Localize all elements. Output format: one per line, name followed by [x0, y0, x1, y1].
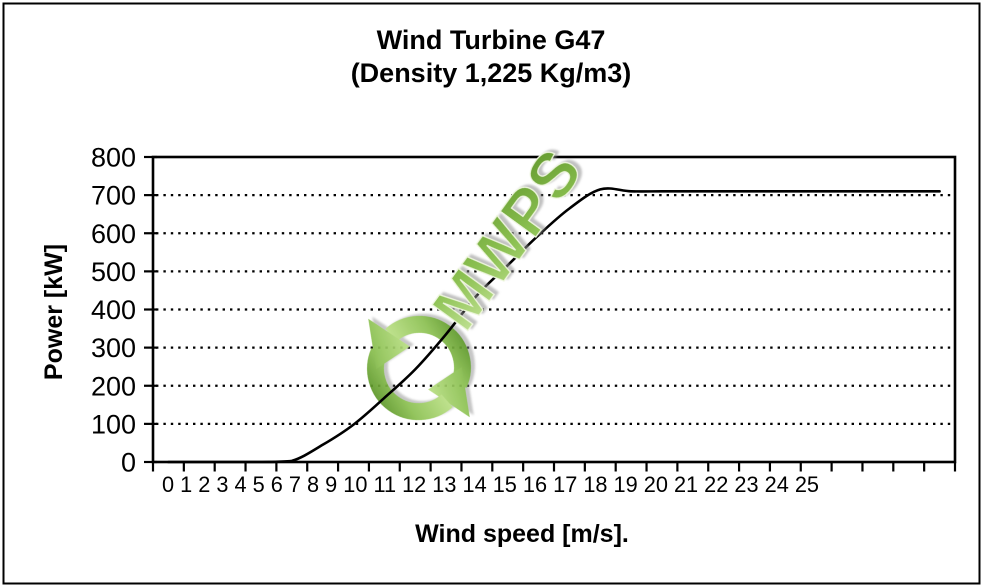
y-tick-label: 600: [91, 219, 136, 249]
y-tick-label: 200: [91, 371, 136, 401]
x-axis-title: Wind speed [m/s].: [415, 520, 629, 548]
plot-grid: [144, 155, 957, 472]
x-axis-tick-labels: 0 1 2 3 4 5 6 7 8 9 10 11 12 13 14 15 16…: [162, 472, 819, 497]
y-tick-label: 700: [91, 181, 136, 211]
x-tick-labels-row: 0 1 2 3 4 5 6 7 8 9 10 11 12 13 14 15 16…: [162, 472, 819, 497]
y-axis-tick-labels: 0 100 200 300 400 500 600 700 800: [91, 143, 136, 478]
power-curve-line: [167, 187, 941, 464]
y-tick-label: 800: [91, 143, 136, 173]
power-curve-path: [167, 187, 941, 464]
chart-title-line1: Wind Turbine G47: [377, 25, 606, 55]
y-axis-title: Power [kW]: [40, 244, 68, 380]
y-tick-label: 300: [91, 333, 136, 363]
recycle-arrows-icon: [367, 315, 471, 421]
y-tick-label: 0: [121, 448, 136, 478]
y-tick-label: 400: [91, 295, 136, 325]
chart-title-line2: (Density 1,225 Kg/m3): [351, 58, 632, 88]
y-tick-label: 100: [91, 409, 136, 439]
y-tick-label: 500: [91, 257, 136, 287]
